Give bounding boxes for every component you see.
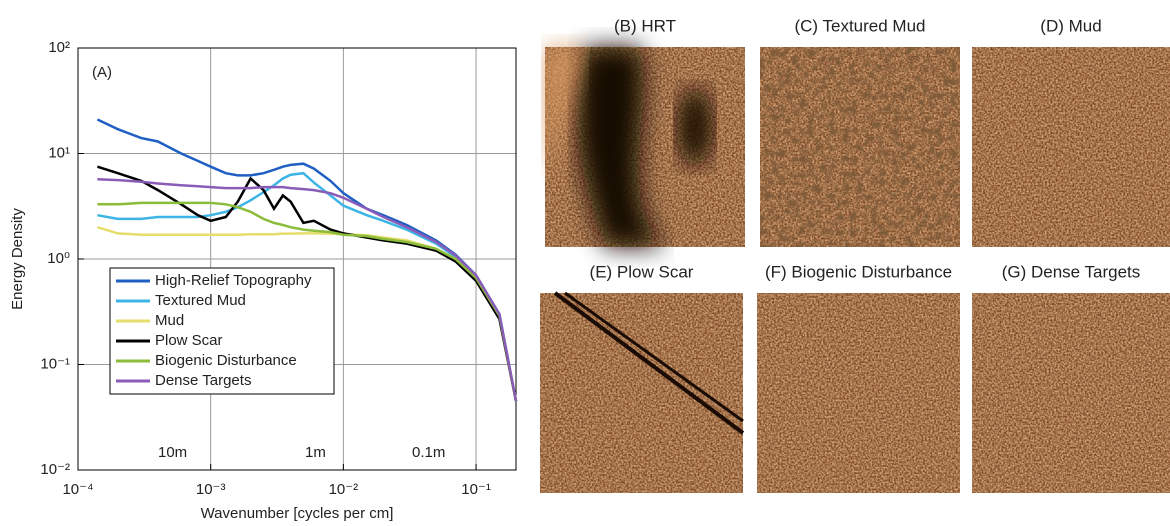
specks — [757, 293, 960, 493]
shadow — [576, 47, 665, 247]
legend-label: Biogenic Disturbance — [155, 352, 297, 369]
panel-title: (E) Plow Scar — [590, 262, 694, 281]
panel-title: (B) HRT — [614, 16, 676, 35]
y-axis-label: Energy Density — [9, 208, 26, 310]
series-line — [96, 118, 518, 402]
panel-label: (A) — [92, 64, 112, 81]
panel-title: (F) Biogenic Disturbance — [765, 262, 952, 281]
specks — [972, 293, 1170, 493]
panel-title: (C) Textured Mud — [794, 16, 925, 35]
shadow — [677, 87, 713, 167]
y-tick-label: 10¹ — [48, 144, 70, 161]
series-line — [97, 178, 518, 402]
annotation: 1m — [305, 444, 326, 461]
y-tick-label: 10⁰ — [47, 250, 70, 267]
sonar-texture — [540, 293, 743, 493]
x-axis-label: Wavenumber [cycles per cm] — [201, 505, 394, 522]
y-tick-label: 10⁻² — [40, 461, 70, 478]
x-tick-label: 10⁻⁴ — [62, 481, 93, 498]
scar — [553, 291, 745, 435]
x-tick-label: 10⁻³ — [196, 481, 226, 498]
panel-title: (G) Dense Targets — [1002, 262, 1141, 281]
legend-label: High-Relief Topography — [155, 272, 312, 289]
legend-label: Mud — [155, 312, 184, 329]
x-tick-label: 10⁻² — [329, 481, 359, 498]
scar — [564, 291, 744, 423]
series-line — [97, 171, 518, 402]
ridge — [545, 47, 585, 177]
annotation: 10m — [158, 444, 187, 461]
series-line — [97, 165, 518, 402]
legend-label: Textured Mud — [155, 292, 246, 309]
legend-label: Plow Scar — [155, 332, 223, 349]
y-tick-label: 10² — [48, 39, 70, 56]
legend-box — [109, 267, 335, 395]
legend-label: Dense Targets — [155, 372, 251, 389]
annotation: 0.1m — [412, 444, 445, 461]
panel-title: (D) Mud — [1040, 16, 1101, 35]
y-tick-label: 10⁻¹ — [40, 355, 70, 372]
lumps — [760, 47, 960, 247]
sonar-texture — [972, 47, 1170, 247]
series-line — [97, 201, 518, 402]
sonar-texture — [545, 47, 745, 247]
x-tick-label: 10⁻¹ — [461, 481, 491, 498]
plot-frame — [77, 47, 517, 471]
